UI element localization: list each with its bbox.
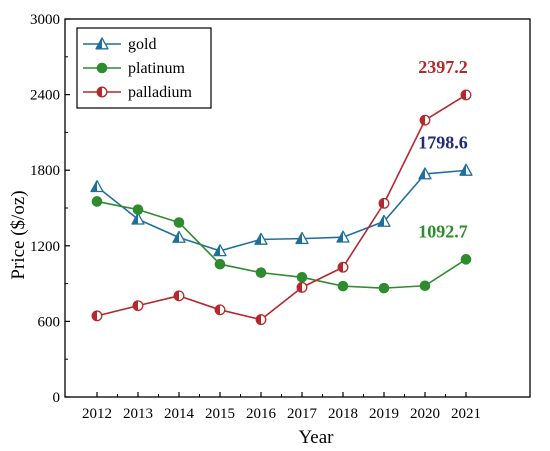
data-point-gold <box>172 230 186 243</box>
y-tick-label: 600 <box>38 314 61 330</box>
data-point-gold <box>418 167 432 180</box>
data-point-platinum <box>337 280 349 292</box>
x-tick-label: 2021 <box>451 406 481 422</box>
data-point-platinum <box>255 267 267 278</box>
data-point-palladium <box>91 310 103 322</box>
end-value-label-platinum: 1092.7 <box>418 221 468 241</box>
legend-item-palladium: palladium <box>83 84 193 101</box>
data-point-gold <box>459 163 473 176</box>
series-platinum: 1092.7 <box>91 196 472 294</box>
series-line-palladium <box>96 94 467 321</box>
data-point-platinum <box>419 280 431 292</box>
data-point-gold <box>90 180 104 193</box>
data-point-platinum <box>296 272 308 283</box>
legend-label: palladium <box>128 84 193 101</box>
y-tick-label: 1200 <box>30 239 60 255</box>
x-tick-label: 2016 <box>246 406 277 422</box>
legend-marker <box>96 62 108 74</box>
data-point-platinum <box>173 217 185 228</box>
data-point-platinum <box>378 282 390 294</box>
data-point-platinum <box>132 204 144 215</box>
legend-item-platinum: platinum <box>83 60 185 77</box>
data-point-palladium <box>132 300 144 312</box>
x-tick-label: 2019 <box>369 406 399 422</box>
data-point-palladium <box>255 314 267 326</box>
series-gold: 1798.6 <box>90 132 473 257</box>
x-tick-label: 2014 <box>164 406 195 422</box>
data-point-gold <box>295 231 309 245</box>
data-point-palladium <box>296 281 308 293</box>
y-axis-label: Price ($/oz) <box>8 190 29 279</box>
x-tick-label: 2018 <box>328 406 358 422</box>
data-point-gold <box>336 230 350 243</box>
y-tick-label: 2400 <box>30 88 60 104</box>
data-point-gold <box>131 212 145 225</box>
series-line-platinum <box>96 200 467 289</box>
end-value-label-gold: 1798.6 <box>418 132 468 152</box>
data-point-gold <box>377 214 391 227</box>
data-point-palladium <box>419 114 431 126</box>
y-tick-label: 1800 <box>30 163 60 179</box>
y-tick-label: 0 <box>53 390 61 406</box>
data-point-gold <box>213 244 227 257</box>
y-tick-label: 3000 <box>30 12 60 28</box>
series-layer: 1798.6 1092.7 2397.2 <box>90 57 473 326</box>
legend-item-gold: gold <box>83 36 156 53</box>
data-point-gold <box>254 232 268 245</box>
x-axis-label: Year <box>298 427 334 448</box>
axes: 0 600 1200 1800 2400 3000 2012 2013 2014 2015 2016… <box>30 12 531 422</box>
x-tick-label: 2015 <box>205 406 235 422</box>
data-point-palladium <box>173 290 185 302</box>
data-point-palladium <box>337 261 349 273</box>
data-point-platinum <box>214 258 226 270</box>
legend-label: gold <box>128 36 156 53</box>
end-value-label-palladium: 2397.2 <box>418 57 468 77</box>
series-palladium: 2397.2 <box>91 57 472 326</box>
x-tick-label: 2012 <box>82 406 112 422</box>
legend-marker <box>96 86 108 98</box>
data-point-palladium <box>214 304 226 316</box>
legend-label: platinum <box>128 60 185 77</box>
data-point-platinum <box>91 196 103 207</box>
legend-marker <box>95 37 109 50</box>
x-tick-label: 2017 <box>287 406 318 422</box>
legend: gold platinum palladium <box>76 27 212 109</box>
data-point-platinum <box>460 254 472 265</box>
x-tick-label: 2020 <box>410 406 440 422</box>
data-point-palladium <box>378 197 390 209</box>
x-tick-label: 2013 <box>123 406 153 422</box>
series-line-gold <box>96 169 467 252</box>
data-point-palladium <box>460 89 472 101</box>
